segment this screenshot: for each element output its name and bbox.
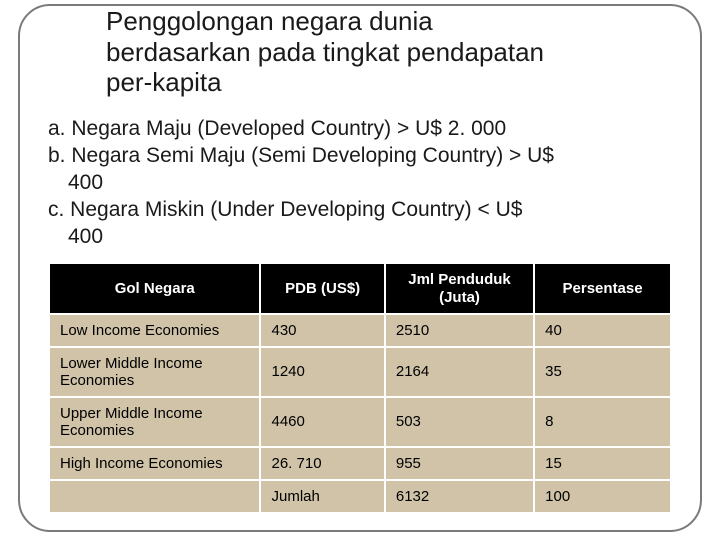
slide-content: Penggolongan negara dunia berdasarkan pa… (20, 6, 700, 524)
cell: 26. 710 (260, 447, 384, 480)
slide-frame: Penggolongan negara dunia berdasarkan pa… (18, 4, 702, 532)
table-row: Low Income Economies 430 2510 40 (49, 314, 671, 347)
cell: 100 (534, 480, 671, 513)
cell: Low Income Economies (49, 314, 260, 347)
cell: 955 (385, 447, 534, 480)
cell: 15 (534, 447, 671, 480)
table-row: Lower Middle Income Economies 1240 2164 … (49, 347, 671, 397)
classification-list: a. Negara Maju (Developed Country) > U$ … (48, 116, 672, 250)
cell: Jumlah (260, 480, 384, 513)
table-row: High Income Economies 26. 710 955 15 (49, 447, 671, 480)
col-header-pdb: PDB (US$) (260, 263, 384, 314)
item-c-line2: 400 (48, 224, 672, 251)
table-row-total: Jumlah 6132 100 (49, 480, 671, 513)
item-b-line2: 400 (48, 170, 672, 197)
cell: 40 (534, 314, 671, 347)
title-line-1: Penggolongan negara dunia (106, 6, 652, 37)
table-header-row: Gol Negara PDB (US$) Jml Penduduk (Juta)… (49, 263, 671, 314)
cell (49, 480, 260, 513)
cell: 2164 (385, 347, 534, 397)
cell: 1240 (260, 347, 384, 397)
col-header-gol-negara: Gol Negara (49, 263, 260, 314)
table-row: Upper Middle Income Economies 4460 503 8 (49, 397, 671, 447)
col-header-persentase: Persentase (534, 263, 671, 314)
col-header-penduduk: Jml Penduduk (Juta) (385, 263, 534, 314)
income-table: Gol Negara PDB (US$) Jml Penduduk (Juta)… (48, 262, 672, 514)
cell: 8 (534, 397, 671, 447)
cell: Lower Middle Income Economies (49, 347, 260, 397)
cell: Upper Middle Income Economies (49, 397, 260, 447)
title-line-2: berdasarkan pada tingkat pendapatan (106, 37, 652, 68)
title-line-3: per-kapita (106, 67, 652, 98)
slide-title: Penggolongan negara dunia berdasarkan pa… (48, 6, 672, 98)
cell: 35 (534, 347, 671, 397)
item-a: a. Negara Maju (Developed Country) > U$ … (48, 116, 672, 143)
cell: 503 (385, 397, 534, 447)
cell: 4460 (260, 397, 384, 447)
cell: 430 (260, 314, 384, 347)
cell: High Income Economies (49, 447, 260, 480)
item-b-line1: b. Negara Semi Maju (Semi Developing Cou… (48, 143, 672, 170)
cell: 2510 (385, 314, 534, 347)
cell: 6132 (385, 480, 534, 513)
item-c-line1: c. Negara Miskin (Under Developing Count… (48, 197, 672, 224)
